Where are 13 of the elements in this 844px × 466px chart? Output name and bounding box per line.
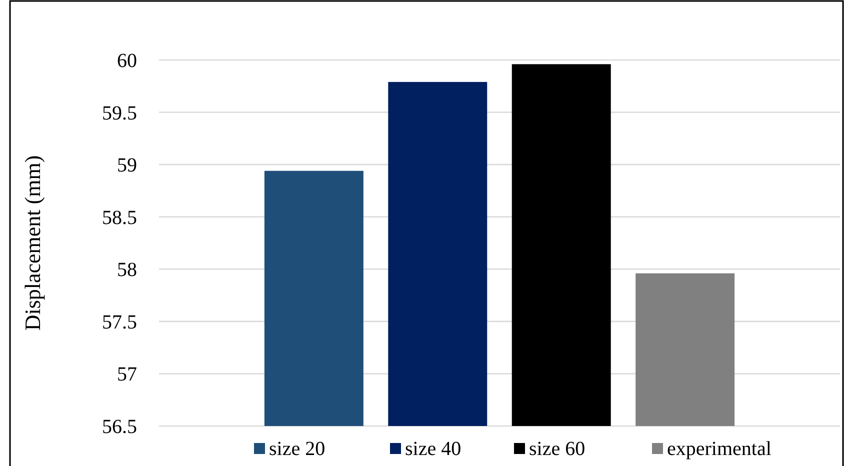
legend-label: experimental	[667, 438, 772, 460]
y-tick-label: 59.5	[102, 102, 137, 124]
y-tick-label: 57	[117, 364, 137, 386]
y-tick-label: 59	[117, 154, 137, 177]
y-tick-label: 56.5	[102, 416, 137, 438]
y-axis-title: Displacement (mm)	[20, 155, 45, 331]
y-tick-label: 58.5	[102, 206, 137, 229]
legend-label: size 60	[529, 438, 586, 460]
y-tick-label: 57.5	[102, 311, 137, 334]
legend-label: size 20	[269, 438, 326, 460]
y-tick-label: 60	[117, 50, 137, 72]
y-tick-label: 58	[117, 259, 137, 282]
legend-label: size 40	[405, 438, 462, 460]
